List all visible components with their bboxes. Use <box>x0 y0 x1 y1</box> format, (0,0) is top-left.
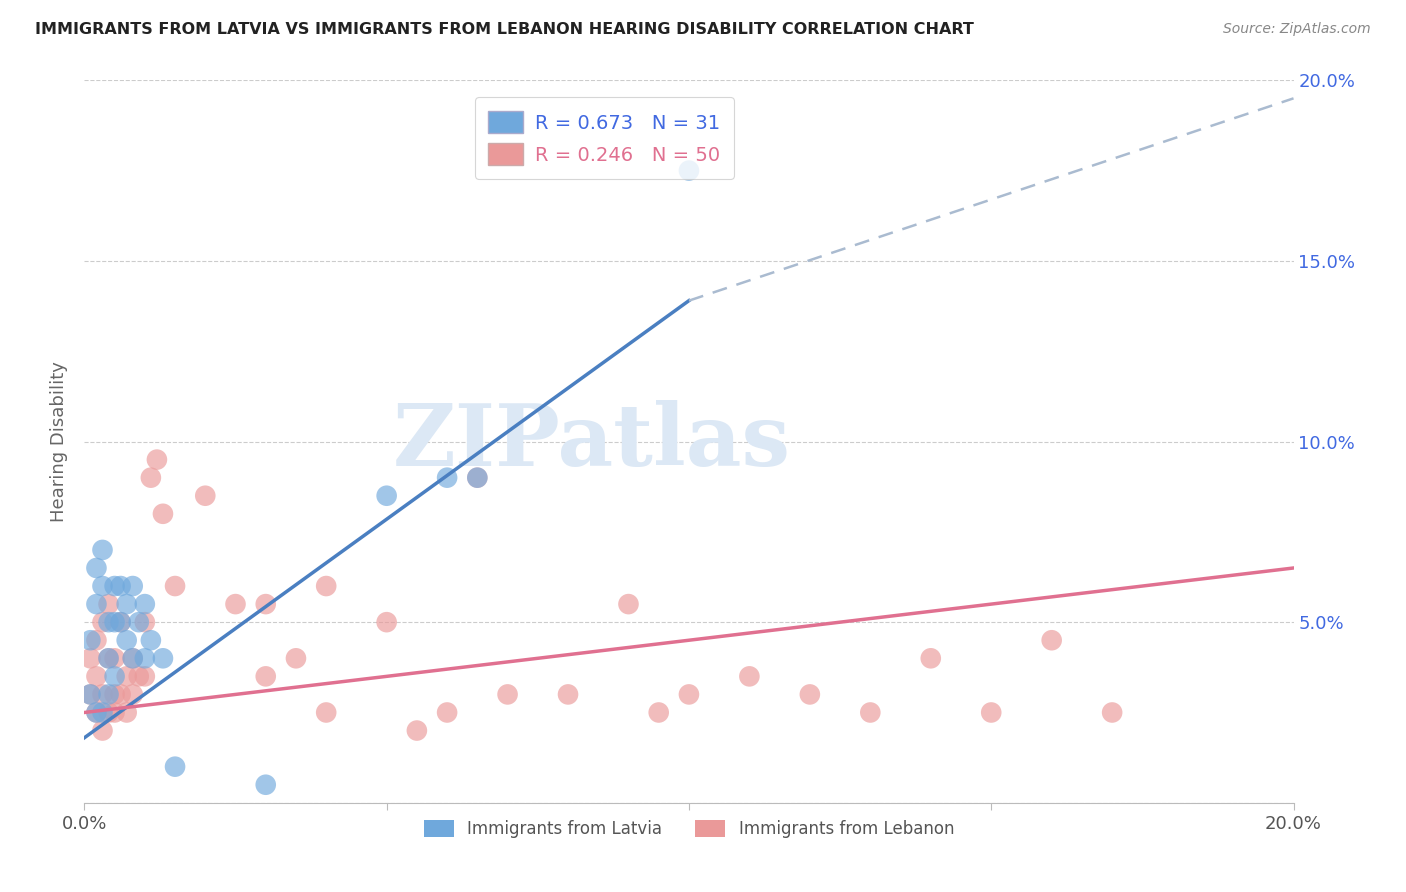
Point <box>91 687 114 701</box>
Point <box>799 687 821 701</box>
Text: IMMIGRANTS FROM LATVIA VS IMMIGRANTS FROM LEBANON HEARING DISABILITY CORRELATION: IMMIGRANTS FROM LATVIA VS IMMIGRANTS FRO… <box>35 22 974 37</box>
Point <box>79 687 101 701</box>
Point <box>115 669 138 683</box>
Point <box>121 651 143 665</box>
Point <box>121 579 143 593</box>
Point <box>104 669 127 683</box>
Point <box>1101 706 1123 720</box>
Point <box>97 651 120 665</box>
Point <box>146 452 169 467</box>
Point <box>467 471 489 485</box>
Point <box>121 687 143 701</box>
Point <box>225 597 247 611</box>
Point <box>115 706 138 720</box>
Point <box>678 163 700 178</box>
Point <box>121 651 143 665</box>
Point <box>165 579 187 593</box>
Point <box>97 651 120 665</box>
Point <box>134 651 156 665</box>
Y-axis label: Hearing Disability: Hearing Disability <box>51 361 69 522</box>
Point <box>152 507 174 521</box>
Point <box>152 651 174 665</box>
Point <box>285 651 308 665</box>
Point <box>86 706 108 720</box>
Legend: Immigrants from Latvia, Immigrants from Lebanon: Immigrants from Latvia, Immigrants from … <box>418 814 960 845</box>
Point <box>315 706 337 720</box>
Point <box>79 687 101 701</box>
Point <box>97 615 120 630</box>
Point <box>97 706 120 720</box>
Point <box>139 471 162 485</box>
Point <box>375 615 398 630</box>
Point <box>980 706 1002 720</box>
Point <box>920 651 942 665</box>
Point <box>134 597 156 611</box>
Point <box>91 615 114 630</box>
Point <box>110 579 132 593</box>
Point <box>375 489 398 503</box>
Point <box>738 669 761 683</box>
Point <box>79 633 101 648</box>
Point <box>110 615 132 630</box>
Point <box>110 615 132 630</box>
Text: ZIPatlas: ZIPatlas <box>394 400 792 483</box>
Point <box>115 597 138 611</box>
Point <box>86 633 108 648</box>
Point <box>467 471 489 485</box>
Point <box>86 597 108 611</box>
Point <box>91 579 114 593</box>
Point <box>254 669 277 683</box>
Point <box>557 687 579 701</box>
Point <box>79 651 101 665</box>
Point <box>86 669 108 683</box>
Point <box>139 633 162 648</box>
Point <box>110 687 132 701</box>
Point <box>97 687 120 701</box>
Point <box>315 579 337 593</box>
Point <box>104 615 127 630</box>
Point <box>194 489 217 503</box>
Point <box>86 561 108 575</box>
Point <box>678 687 700 701</box>
Point <box>254 778 277 792</box>
Point <box>254 597 277 611</box>
Text: Source: ZipAtlas.com: Source: ZipAtlas.com <box>1223 22 1371 37</box>
Point <box>104 706 127 720</box>
Point <box>406 723 429 738</box>
Point <box>91 706 114 720</box>
Point <box>859 706 882 720</box>
Point <box>648 706 671 720</box>
Point <box>91 723 114 738</box>
Point <box>104 579 127 593</box>
Point <box>97 597 120 611</box>
Point <box>104 651 127 665</box>
Point <box>115 633 138 648</box>
Point <box>1040 633 1063 648</box>
Point <box>104 687 127 701</box>
Point <box>128 669 150 683</box>
Point <box>128 615 150 630</box>
Point <box>134 615 156 630</box>
Point <box>617 597 640 611</box>
Point <box>436 471 458 485</box>
Point <box>165 760 187 774</box>
Point <box>436 706 458 720</box>
Point <box>91 542 114 557</box>
Point <box>86 706 108 720</box>
Point <box>496 687 519 701</box>
Point <box>134 669 156 683</box>
